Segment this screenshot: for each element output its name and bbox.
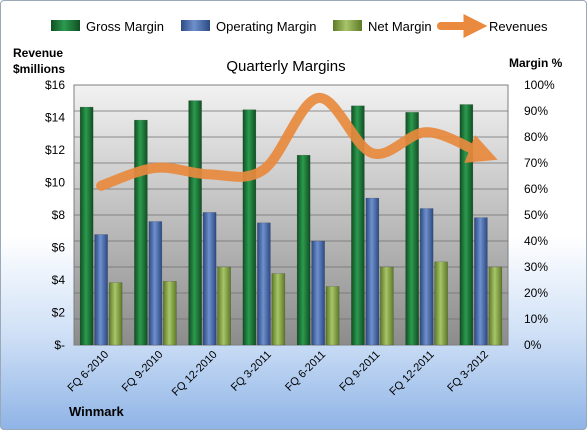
right-tick-label: 90% bbox=[524, 104, 548, 118]
operating-margin-bar bbox=[257, 222, 271, 346]
revenue-line-path bbox=[96, 93, 498, 191]
left-tick-label: $2 bbox=[52, 306, 66, 320]
gross-margin-bar bbox=[79, 106, 94, 346]
chart-title: Quarterly Margins bbox=[226, 58, 345, 75]
left-axis-label-line1: Revenue bbox=[13, 46, 63, 60]
right-tick-label: 30% bbox=[524, 260, 548, 274]
net-margin-bar bbox=[217, 266, 231, 346]
operating-margin-bar bbox=[365, 197, 380, 346]
net-margin-bar bbox=[271, 273, 286, 346]
net-margin-bar bbox=[488, 266, 503, 346]
right-axis-label: Margin % bbox=[509, 56, 563, 70]
right-tick-label: 50% bbox=[524, 208, 548, 222]
legend-operating-margin-swatch bbox=[181, 20, 210, 31]
x-tick-label: FQ 12-2010 bbox=[170, 349, 220, 399]
net-margin-bar bbox=[325, 286, 340, 346]
operating-margin-bar bbox=[311, 240, 325, 346]
x-tick-label: FQ 9-2011 bbox=[337, 349, 382, 394]
x-tick-label: FQ 6-2010 bbox=[66, 349, 112, 395]
x-tick-label: FQ 9-2010 bbox=[120, 349, 166, 395]
x-tick-label: FQ 3-2012 bbox=[445, 349, 491, 395]
legend-revenues-label: Revenues bbox=[489, 19, 548, 34]
right-tick-label: 0% bbox=[524, 338, 542, 352]
left-tick-label: $8 bbox=[52, 208, 66, 222]
operating-margin-bar bbox=[202, 212, 217, 346]
legend: Gross Margin Operating Margin Net Margin… bbox=[51, 14, 548, 38]
right-tick-label: 70% bbox=[524, 156, 548, 170]
gross-margin-bar bbox=[351, 105, 365, 346]
gross-margin-bar bbox=[242, 109, 257, 346]
left-tick-label: $14 bbox=[45, 111, 65, 125]
operating-margin-bar bbox=[148, 221, 163, 346]
legend-gross-margin-swatch bbox=[51, 20, 80, 31]
left-axis-ticks: $- $2 $4 $6 $8 $10 $12 $14 $16 bbox=[45, 78, 65, 352]
x-axis-ticks: FQ 6-2010 FQ 9-2010 FQ 12-2010 FQ 3-2011 FQ … bbox=[66, 349, 491, 399]
left-tick-label: $10 bbox=[45, 176, 65, 190]
right-tick-label: 20% bbox=[524, 286, 548, 300]
right-tick-label: 100% bbox=[524, 78, 555, 92]
legend-operating-margin-label: Operating Margin bbox=[216, 19, 316, 34]
revenue-line bbox=[96, 93, 498, 191]
right-tick-label: 80% bbox=[524, 130, 548, 144]
left-tick-label: $4 bbox=[52, 273, 66, 287]
gross-margin-bar bbox=[296, 154, 311, 346]
x-tick-label: FQ 12-2011 bbox=[387, 349, 436, 398]
gross-margin-bar bbox=[134, 119, 148, 346]
bars bbox=[79, 100, 503, 346]
net-margin-bar bbox=[380, 266, 394, 346]
right-tick-label: 60% bbox=[524, 182, 548, 196]
left-tick-label: $- bbox=[54, 338, 65, 352]
net-margin-bar bbox=[163, 281, 177, 346]
x-tick-label: FQ 6-2011 bbox=[283, 349, 328, 394]
right-axis-ticks: 0% 10% 20% 30% 40% 50% 60% 70% 80% 90% 100% bbox=[524, 78, 555, 352]
company-name: Winmark bbox=[69, 404, 125, 419]
net-margin-bar bbox=[108, 282, 123, 346]
gross-margin-bar bbox=[188, 100, 202, 346]
left-axis-label-line2: $millions bbox=[13, 62, 65, 76]
operating-margin-bar bbox=[94, 234, 108, 346]
legend-net-margin-swatch bbox=[333, 20, 362, 31]
left-tick-label: $16 bbox=[45, 78, 65, 92]
gross-margin-bar bbox=[459, 104, 474, 346]
right-tick-label: 10% bbox=[524, 312, 548, 326]
left-tick-label: $12 bbox=[45, 143, 65, 157]
left-tick-label: $6 bbox=[52, 241, 66, 255]
net-margin-bar bbox=[434, 261, 448, 346]
legend-net-margin-label: Net Margin bbox=[368, 19, 432, 34]
operating-margin-bar bbox=[419, 208, 434, 346]
operating-margin-bar bbox=[474, 217, 488, 346]
x-tick-label: FQ 3-2011 bbox=[229, 349, 274, 394]
gross-margin-bar bbox=[405, 112, 419, 346]
legend-gross-margin-label: Gross Margin bbox=[86, 19, 164, 34]
right-tick-label: 40% bbox=[524, 234, 548, 248]
